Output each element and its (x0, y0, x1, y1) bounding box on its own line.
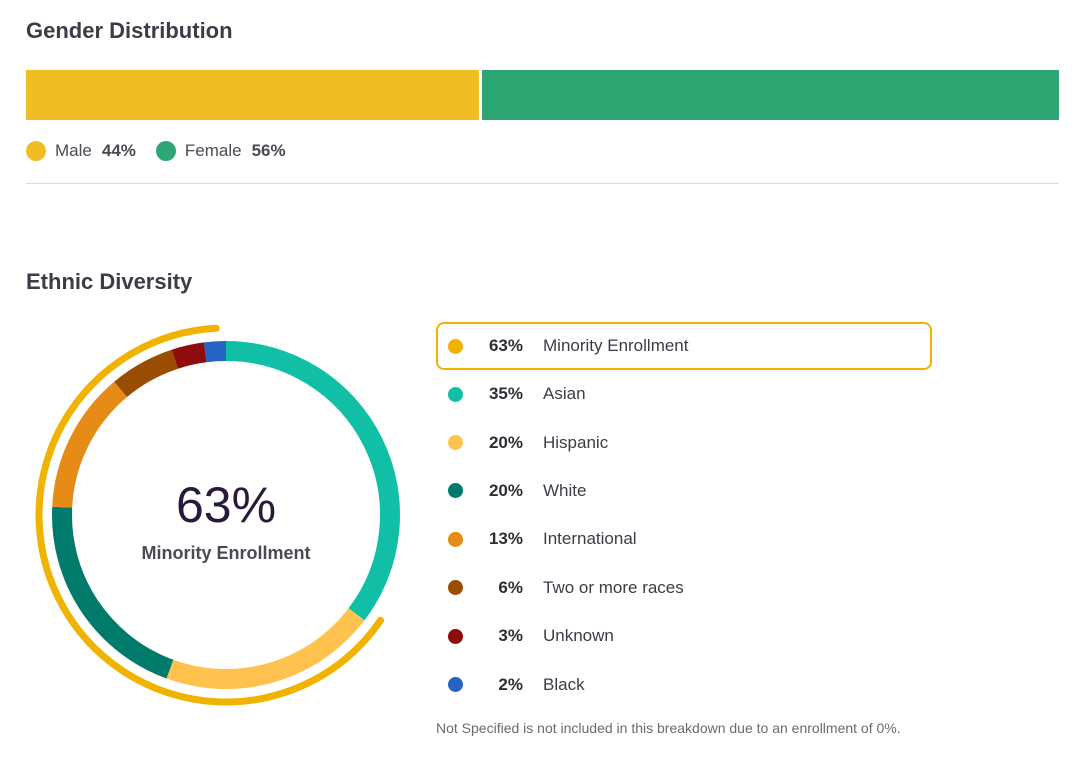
legend-row-international[interactable]: 13% International (436, 515, 932, 563)
center-percentage: 63% (176, 477, 276, 533)
legend-label: Black (543, 674, 585, 694)
male-dot-icon (26, 141, 46, 161)
ethnic-donut-chart: 63% Minority Enrollment (35, 324, 400, 706)
donut-segment-white[interactable] (52, 506, 174, 679)
female-dot-icon (155, 141, 176, 161)
donut-segment-hispanic[interactable] (166, 608, 365, 689)
legend-label: Asian (543, 384, 586, 404)
donut-segment-two-or-more[interactable] (114, 349, 179, 398)
donut-segment-asian[interactable] (225, 341, 400, 621)
legend-pct: 35% (488, 384, 523, 404)
white-dot-icon (448, 483, 463, 499)
legend-row-asian[interactable]: 35% Asian (436, 370, 932, 418)
donut-segment-black[interactable] (203, 341, 227, 363)
gender-legend: Male 44% Female 56% (26, 141, 306, 161)
legend-row-minority[interactable]: 63% Minority Enrollment (436, 322, 932, 370)
legend-pct: 6% (498, 577, 523, 597)
legend-label: Unknown (543, 626, 614, 646)
legend-label: Minority Enrollment (543, 336, 689, 355)
legend-pct: 13% (488, 529, 523, 549)
minority-dot-icon (448, 338, 463, 354)
legend-row-white[interactable]: 20% White (436, 467, 932, 515)
gender-distribution-title: Gender Distribution (26, 18, 233, 43)
legend-row-unknown[interactable]: 3% Unknown (436, 612, 932, 660)
legend-pct: 20% (488, 432, 523, 452)
international-dot-icon (448, 531, 463, 547)
footnote: Not Specified is not included in this br… (436, 720, 901, 736)
male-pct: 44% (101, 141, 136, 160)
unknown-dot-icon (448, 628, 463, 644)
section-divider (26, 183, 1059, 184)
legend-row-hispanic[interactable]: 20% Hispanic (436, 418, 932, 466)
legend-pct: 63% (488, 336, 523, 355)
legend-pct: 3% (498, 626, 523, 646)
ethnic-legend: 63% Minority Enrollment 35% Asian 20% Hi… (436, 322, 932, 709)
ethnic-diversity-title: Ethnic Diversity (26, 269, 193, 294)
donut-segment-international[interactable] (52, 381, 128, 508)
hispanic-dot-icon (448, 435, 463, 451)
gender-bar-female[interactable] (482, 70, 1059, 120)
minority-arc[interactable] (35, 324, 385, 706)
legend-pct: 2% (498, 674, 523, 694)
gender-bar-male[interactable] (26, 70, 480, 120)
female-label: Female (184, 141, 242, 160)
legend-label: White (543, 480, 587, 500)
legend-row-two-or-more[interactable]: 6% Two or more races (436, 564, 932, 612)
legend-label: Two or more races (543, 577, 684, 597)
legend-pct: 20% (488, 480, 523, 500)
legend-row-black[interactable]: 2% Black (436, 660, 932, 708)
gender-bar-gap (479, 70, 483, 120)
black-dot-icon (448, 677, 463, 693)
two-or-more-dot-icon (448, 580, 463, 596)
gender-legend-male: Male 44% (26, 141, 136, 161)
female-pct: 56% (251, 141, 286, 160)
gender-legend-female: Female 56% (155, 141, 286, 161)
donut-segments (52, 341, 400, 689)
donut-segment-unknown[interactable] (171, 342, 207, 369)
center-label: Minority Enrollment (141, 543, 310, 563)
legend-label: International (543, 529, 637, 549)
asian-dot-icon (448, 386, 463, 402)
male-label: Male (55, 141, 92, 160)
gender-bar (26, 70, 1059, 120)
legend-label: Hispanic (543, 432, 609, 452)
